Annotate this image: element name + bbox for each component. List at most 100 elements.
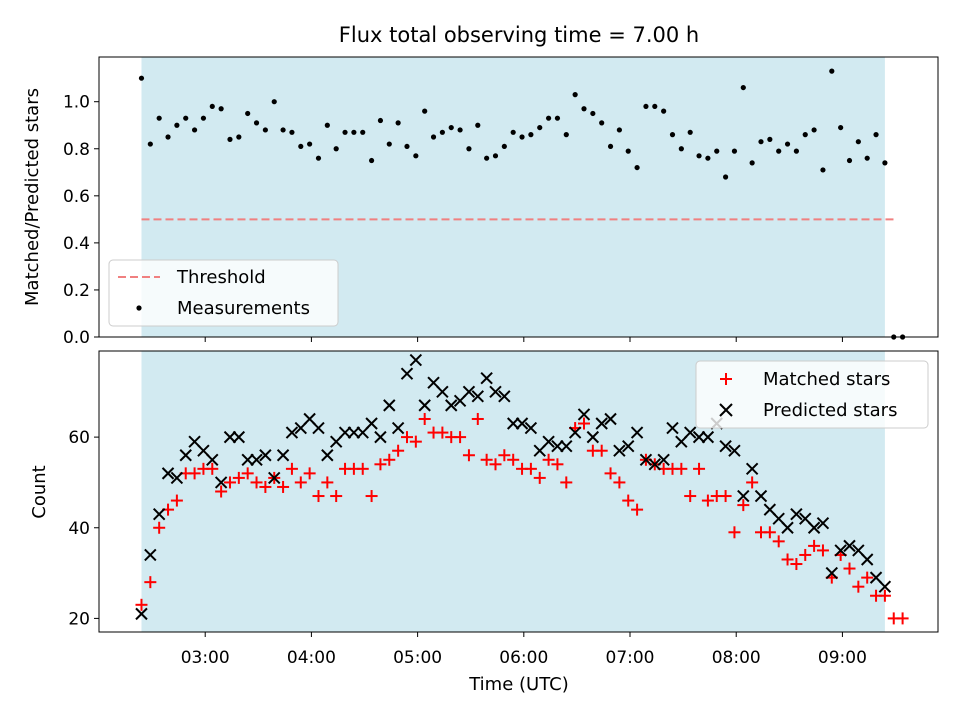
measurement-point bbox=[731, 148, 738, 154]
predicted-star-marker bbox=[462, 385, 476, 398]
matched-star-marker bbox=[507, 453, 520, 466]
matched-star-marker bbox=[312, 490, 325, 503]
x-tick-label: 05:00 bbox=[393, 648, 442, 668]
measurement-point bbox=[519, 134, 525, 140]
matched-star-marker bbox=[896, 612, 909, 625]
matched-star-marker bbox=[232, 471, 245, 484]
predicted-star-marker bbox=[250, 453, 263, 466]
measurement-point bbox=[722, 174, 729, 180]
matched-star-marker bbox=[631, 503, 644, 516]
measurement-point bbox=[466, 146, 472, 152]
matched-star-marker bbox=[533, 471, 546, 484]
measurement-point bbox=[634, 164, 640, 171]
count-legend: Matched stars Predicted stars bbox=[695, 360, 929, 429]
matched-star-marker bbox=[321, 476, 334, 489]
matched-star-marker bbox=[577, 417, 590, 430]
predicted-star-marker bbox=[878, 580, 892, 593]
measurement-point bbox=[669, 132, 676, 138]
matched-star-marker bbox=[277, 480, 290, 493]
predicted-star-marker bbox=[577, 408, 591, 421]
measurement-point bbox=[484, 155, 490, 161]
measurement-point bbox=[227, 136, 233, 142]
predicted-star-marker bbox=[683, 426, 697, 439]
matched-star-marker bbox=[383, 453, 396, 466]
measurement-point bbox=[271, 99, 277, 105]
ratio-measurements bbox=[138, 68, 906, 340]
predicted-star-marker bbox=[843, 539, 856, 553]
predicted-stars-series bbox=[135, 353, 892, 621]
matched-star-marker bbox=[285, 462, 298, 475]
measurement-point bbox=[245, 110, 251, 117]
measurement-point bbox=[581, 106, 587, 112]
measurement-point bbox=[183, 115, 189, 121]
matched-star-marker bbox=[693, 462, 706, 475]
matched-star-marker bbox=[790, 558, 803, 571]
ratio-y-tick-label: 0.6 bbox=[63, 187, 90, 207]
matched-star-marker bbox=[330, 490, 343, 503]
legend-measurements-label: Measurements bbox=[177, 298, 310, 319]
count-y-tick-label: 40 bbox=[68, 519, 90, 539]
ratio-panel-frame bbox=[98, 56, 939, 338]
predicted-star-marker bbox=[754, 489, 768, 503]
predicted-star-marker bbox=[648, 458, 662, 471]
measurement-point bbox=[652, 103, 658, 110]
measurement-point bbox=[377, 117, 384, 124]
x-tick-label: 09:00 bbox=[818, 648, 867, 668]
ratio-y-tick-label: 0.8 bbox=[63, 140, 90, 160]
ratio-y-axis: 0.0 0.2 0.4 0.6 0.8 1.0 bbox=[63, 93, 99, 348]
matched-star-marker bbox=[701, 494, 714, 507]
predicted-star-marker bbox=[321, 449, 334, 462]
matched-star-marker bbox=[489, 458, 502, 471]
matched-stars-series bbox=[135, 412, 909, 625]
matched-star-marker bbox=[471, 412, 484, 425]
matched-star-marker bbox=[816, 544, 829, 557]
x-tick-label: 04:00 bbox=[287, 648, 336, 668]
count-y-axis-label: Count bbox=[29, 465, 50, 518]
predicted-star-marker bbox=[737, 489, 750, 503]
measurement-point bbox=[625, 148, 631, 154]
count-y-tick-label: 20 bbox=[68, 609, 90, 629]
matched-star-marker bbox=[409, 435, 422, 448]
matched-star-marker bbox=[480, 453, 493, 466]
matched-star-marker bbox=[188, 467, 201, 480]
predicted-star-marker bbox=[312, 421, 325, 435]
legend-matched-swatch bbox=[720, 373, 732, 385]
count-y-tick-label: 60 bbox=[68, 428, 90, 448]
matched-star-marker bbox=[153, 521, 166, 534]
count-panel-frame bbox=[98, 350, 939, 633]
matched-star-marker bbox=[215, 485, 228, 498]
measurement-point bbox=[368, 157, 375, 164]
matched-star-marker bbox=[542, 453, 555, 466]
measurement-point bbox=[138, 75, 145, 81]
matched-star-marker bbox=[392, 444, 405, 457]
matched-star-marker bbox=[223, 476, 236, 489]
measurement-point bbox=[298, 143, 304, 150]
measurement-point bbox=[590, 110, 596, 117]
measurement-point bbox=[422, 108, 428, 114]
matched-star-marker bbox=[772, 535, 785, 548]
matched-star-marker bbox=[454, 431, 467, 444]
measurement-point bbox=[430, 134, 437, 140]
ratio-legend: Threshold Measurements bbox=[108, 259, 339, 327]
measurement-point bbox=[475, 122, 481, 128]
ratio-legend-box bbox=[108, 259, 339, 327]
matched-star-marker bbox=[365, 490, 378, 503]
predicted-star-marker bbox=[807, 521, 821, 534]
matched-star-marker bbox=[144, 576, 157, 589]
predicted-star-marker bbox=[365, 417, 378, 430]
matched-star-marker bbox=[241, 467, 254, 480]
measurement-point bbox=[793, 148, 799, 154]
legend-measurements-swatch bbox=[136, 305, 142, 311]
matched-star-marker bbox=[852, 580, 865, 593]
measurement-point bbox=[864, 155, 870, 161]
predicted-star-marker bbox=[268, 471, 281, 485]
matched-star-marker bbox=[303, 467, 316, 480]
legend-threshold-label: Threshold bbox=[176, 267, 266, 288]
predicted-star-marker bbox=[259, 449, 272, 462]
measurement-point bbox=[537, 124, 543, 131]
measurement-point bbox=[545, 115, 552, 121]
ratio-y-tick-label: 1.0 bbox=[63, 93, 90, 113]
measurement-point bbox=[687, 129, 693, 135]
predicted-star-marker bbox=[214, 476, 228, 489]
